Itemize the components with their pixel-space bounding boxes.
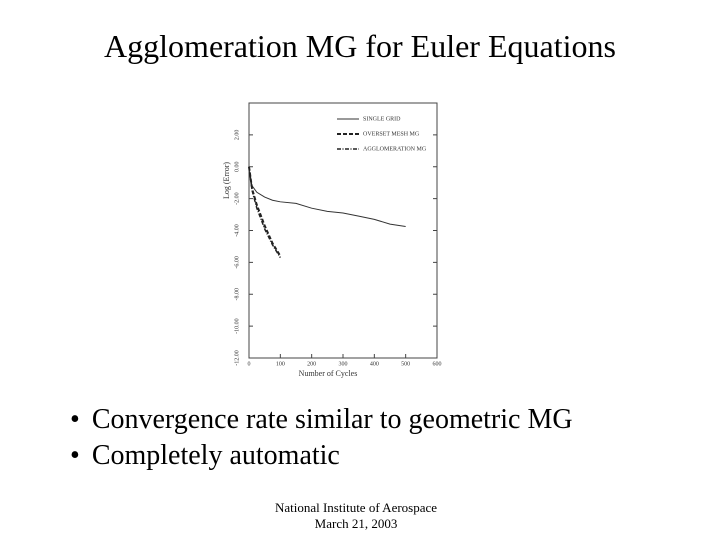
series-line	[248, 166, 406, 228]
x-tick-label: 100	[276, 361, 285, 367]
legend-label: SINGLE GRID	[363, 116, 401, 122]
y-tick-label: 2.00	[234, 130, 240, 141]
y-tick-label: -10.00	[234, 318, 240, 334]
series-line	[248, 166, 282, 257]
x-tick-label: 400	[370, 361, 379, 367]
bullet: Convergence rate similar to geometric MG	[70, 402, 573, 438]
y-tick-label: -4.00	[234, 224, 240, 237]
legend-label: OVERSET MESH MG	[363, 131, 420, 137]
x-tick-label: 500	[401, 361, 410, 367]
x-tick-label: 300	[339, 361, 348, 367]
slide-title: Agglomeration MG for Euler Equations	[104, 28, 616, 64]
x-tick-label: 0	[248, 361, 251, 367]
footer-line: March 21, 2003	[314, 516, 398, 531]
x-axis-label: Number of Cycles	[299, 369, 358, 378]
bullet: Completely automatic	[70, 438, 573, 474]
series-line	[248, 166, 281, 258]
x-tick-label: 200	[307, 361, 316, 367]
x-tick-label: 600	[433, 361, 442, 367]
footer-line: National Institute of Aerospace	[274, 500, 438, 515]
bullet-list: Convergence rate similar to geometric MG…	[70, 402, 573, 474]
y-tick-label: -12.00	[234, 350, 240, 366]
y-tick-label: -6.00	[234, 256, 240, 269]
y-axis-label: Log (Error)	[222, 162, 231, 199]
y-tick-label: -8.00	[234, 288, 240, 301]
plot-frame	[248, 102, 438, 359]
legend-label: AGGLOMERATION MG	[363, 146, 427, 152]
footer: National Institute of Aerospace March 21…	[0, 500, 712, 532]
y-tick-label: -2.00	[234, 192, 240, 205]
y-tick-label: 0.00	[234, 162, 240, 173]
chart: 2.00 0.00 -2.00 -4.00 -6.00 -8.00 -10.00 -12.00…	[222, 102, 442, 378]
